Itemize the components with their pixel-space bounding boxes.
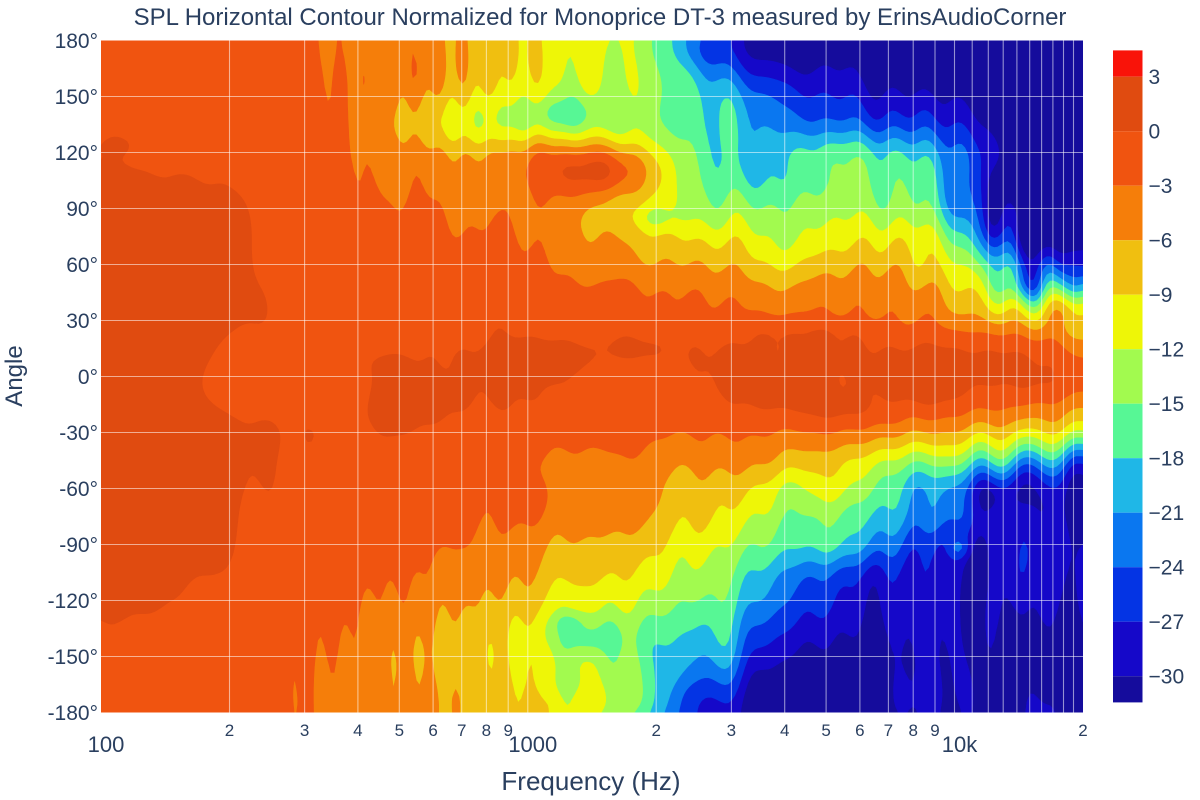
svg-text:−18: −18 <box>1149 448 1185 471</box>
svg-text:9: 9 <box>930 721 939 740</box>
svg-text:−27: −27 <box>1149 611 1185 634</box>
svg-text:0°: 0° <box>78 366 98 389</box>
svg-text:150°: 150° <box>55 86 98 109</box>
svg-text:6: 6 <box>855 721 864 740</box>
svg-text:60°: 60° <box>66 254 98 277</box>
svg-text:90°: 90° <box>66 198 98 221</box>
svg-text:10k: 10k <box>942 732 978 757</box>
svg-text:3: 3 <box>300 721 309 740</box>
svg-text:-60°: -60° <box>59 478 98 501</box>
svg-text:180°: 180° <box>55 30 98 53</box>
svg-text:3: 3 <box>1149 66 1161 89</box>
svg-text:8: 8 <box>908 721 917 740</box>
svg-text:3: 3 <box>727 721 736 740</box>
svg-text:−6: −6 <box>1149 230 1173 253</box>
svg-text:SPL Horizontal Contour Normali: SPL Horizontal Contour Normalized for Mo… <box>134 4 1067 31</box>
svg-text:4: 4 <box>353 721 362 740</box>
svg-text:120°: 120° <box>55 142 98 165</box>
svg-text:7: 7 <box>884 721 893 740</box>
svg-text:5: 5 <box>395 721 404 740</box>
svg-text:-90°: -90° <box>59 534 98 557</box>
svg-text:-180°: -180° <box>48 702 98 725</box>
svg-text:30°: 30° <box>66 310 98 333</box>
svg-text:2: 2 <box>1078 721 1087 740</box>
svg-text:2: 2 <box>651 721 660 740</box>
svg-text:−24: −24 <box>1149 557 1185 580</box>
svg-text:5: 5 <box>821 721 830 740</box>
svg-text:7: 7 <box>457 721 466 740</box>
svg-text:-150°: -150° <box>48 646 98 669</box>
svg-text:-120°: -120° <box>48 590 98 613</box>
svg-text:−30: −30 <box>1149 666 1185 689</box>
svg-text:100: 100 <box>88 732 125 757</box>
svg-text:−21: −21 <box>1149 502 1185 525</box>
svg-text:4: 4 <box>780 721 789 740</box>
svg-text:0: 0 <box>1149 121 1161 144</box>
svg-text:2: 2 <box>225 721 234 740</box>
svg-text:−3: −3 <box>1149 175 1173 198</box>
svg-text:8: 8 <box>482 721 491 740</box>
svg-text:−12: −12 <box>1149 339 1185 362</box>
svg-text:-30°: -30° <box>59 422 98 445</box>
svg-text:Frequency (Hz): Frequency (Hz) <box>501 766 680 796</box>
svg-text:−15: −15 <box>1149 393 1185 416</box>
svg-text:9: 9 <box>503 721 512 740</box>
svg-text:6: 6 <box>428 721 437 740</box>
svg-text:−9: −9 <box>1149 284 1173 307</box>
svg-text:Angle: Angle <box>1 345 28 406</box>
svg-text:1000: 1000 <box>508 732 557 757</box>
